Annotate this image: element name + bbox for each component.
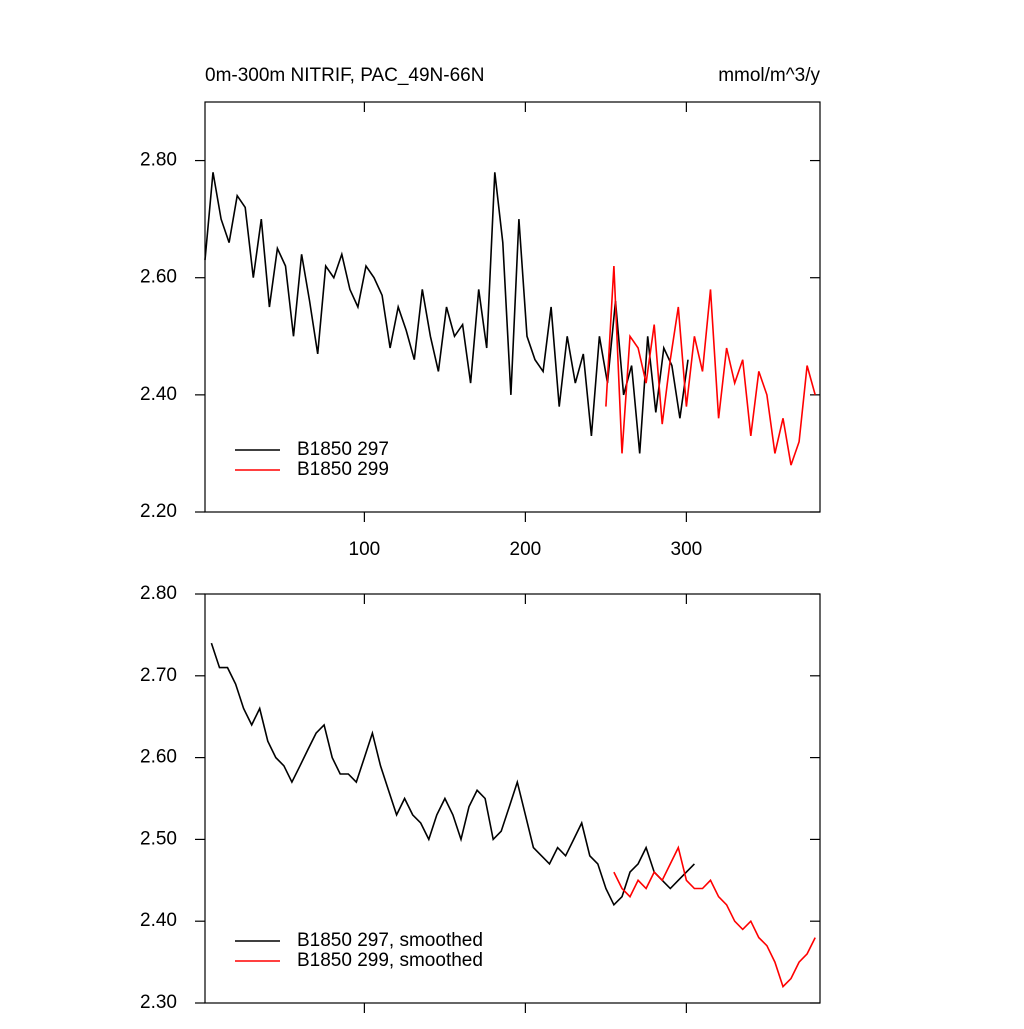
data-line bbox=[605, 265, 816, 466]
plot-frame bbox=[204, 593, 821, 1004]
y-tick-label: 2.50 bbox=[140, 828, 177, 849]
data-line bbox=[210, 642, 695, 907]
y-tick-label: 2.60 bbox=[140, 747, 177, 768]
x-tick-label: 300 bbox=[671, 539, 703, 560]
y-tick-label: 2.40 bbox=[140, 910, 177, 931]
chart-title: 0m-300m NITRIF, PAC_49N-66N bbox=[205, 65, 484, 86]
legend-label: B1850 299 bbox=[297, 459, 389, 480]
y-tick-label: 2.20 bbox=[140, 501, 177, 522]
x-tick-label: 100 bbox=[349, 539, 381, 560]
y-tick-label: 2.40 bbox=[140, 384, 177, 405]
y-tick-label: 2.80 bbox=[140, 150, 177, 171]
units-label: mmol/m^3/y bbox=[718, 65, 820, 86]
data-line bbox=[613, 845, 816, 989]
y-tick-label: 2.60 bbox=[140, 267, 177, 288]
y-tick-label: 2.30 bbox=[140, 992, 177, 1013]
legend-label: B1850 299, smoothed bbox=[297, 950, 483, 971]
legend-label: B1850 297 bbox=[297, 439, 389, 460]
y-tick-label: 2.70 bbox=[140, 665, 177, 686]
legend-label: B1850 297, smoothed bbox=[297, 930, 483, 951]
plot-frame bbox=[204, 101, 821, 513]
y-tick-label: 2.80 bbox=[140, 583, 177, 604]
x-tick-label: 200 bbox=[510, 539, 542, 560]
